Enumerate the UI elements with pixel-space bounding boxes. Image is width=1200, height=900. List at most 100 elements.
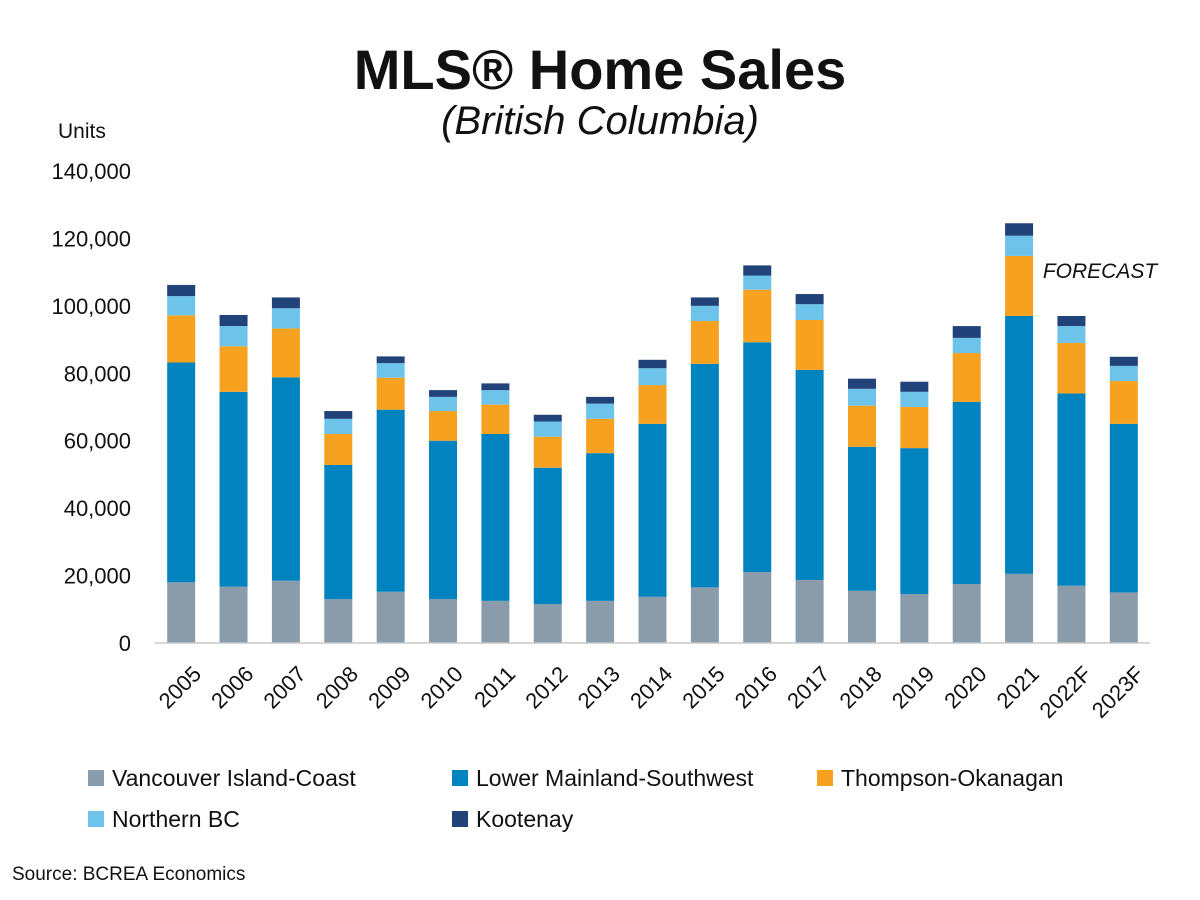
y-tick-label: 40,000: [64, 496, 131, 521]
bar-segment: [271, 328, 300, 378]
bar-segment: [1109, 356, 1138, 366]
y-axis-ticks: 0 20,000 40,000 60,000 80,000 100,000 120,000 1…: [51, 159, 131, 656]
x-tick-label: 2006: [206, 661, 258, 713]
bar-segment: [219, 326, 248, 347]
bar-segment: [533, 604, 562, 643]
bar-segment: [638, 359, 667, 369]
bar-segment: [900, 391, 929, 407]
bar-segment: [1005, 255, 1034, 316]
bar-segment: [900, 407, 929, 449]
bar-segment: [429, 396, 458, 412]
bar-segment: [1109, 423, 1138, 593]
x-tick-label: 2020: [939, 661, 991, 713]
bar-segment: [795, 304, 824, 321]
bar-segment: [481, 404, 510, 434]
bar-segment: [271, 308, 300, 329]
y-tick-label: 140,000: [51, 159, 131, 184]
bar-segment: [586, 418, 615, 454]
y-tick-label: 60,000: [64, 429, 131, 454]
bar-segment: [167, 582, 196, 643]
legend-label: Northern BC: [112, 806, 240, 832]
bar-segment: [1109, 381, 1138, 424]
bar-segment: [952, 401, 981, 584]
bar-segment: [952, 337, 981, 354]
bar-segment: [586, 453, 615, 601]
bar-segment: [743, 342, 772, 573]
bar-segment: [952, 353, 981, 402]
bar-segment: [429, 411, 458, 441]
bar-segment: [900, 448, 929, 595]
bar-segment: [324, 411, 353, 419]
bar-segment: [586, 403, 615, 419]
bar-segment: [638, 385, 667, 424]
x-tick-label: 2009: [363, 661, 415, 713]
bar-segment: [533, 467, 562, 605]
bar-segment: [952, 326, 981, 338]
bar-segment: [847, 446, 876, 591]
legend-item: Kootenay: [452, 806, 573, 832]
bar-segment: [847, 405, 876, 447]
bar-segment: [638, 423, 667, 597]
x-tick-label: 2018: [835, 661, 887, 713]
bars: [167, 223, 1138, 643]
bar-segment: [167, 284, 196, 297]
bar-segment: [847, 378, 876, 389]
x-tick-label: 2013: [573, 661, 625, 713]
bar-segment: [376, 591, 405, 643]
x-tick-label: 2022F: [1035, 661, 1097, 723]
bar-segment: [324, 433, 353, 465]
bar-segment: [324, 418, 353, 434]
y-tick-label: 20,000: [64, 564, 131, 589]
bar-segment: [1005, 573, 1034, 643]
bar-segment: [1005, 223, 1034, 236]
bar-segment: [1057, 315, 1086, 327]
bar-segment: [743, 275, 772, 290]
bar-segment: [219, 586, 248, 643]
legend-label: Lower Mainland-Southwest: [476, 765, 754, 791]
legend-swatch: [88, 770, 104, 786]
x-tick-label: 2019: [887, 661, 939, 713]
bar-segment: [1057, 342, 1086, 394]
bar-segment: [533, 436, 562, 468]
y-tick-label: 100,000: [51, 294, 131, 319]
x-tick-label: 2012: [520, 661, 572, 713]
x-tick-label: 2010: [416, 661, 468, 713]
bar-segment: [376, 377, 405, 410]
legend-label: Kootenay: [476, 806, 574, 832]
bar-segment: [429, 599, 458, 643]
bar-segment: [690, 305, 719, 322]
bar-segment: [586, 600, 615, 643]
bar-segment: [533, 414, 562, 422]
bar-segment: [219, 391, 248, 587]
bar-segment: [847, 388, 876, 406]
legend-item: Thompson-Okanagan: [817, 765, 1063, 791]
bar-segment: [638, 596, 667, 643]
x-axis-ticks: 2005 2006 2007 2008 2009 2010 2011 2012 2013 2014…: [154, 661, 1149, 723]
bar-segment: [271, 377, 300, 581]
y-tick-label: 120,000: [51, 226, 131, 251]
bar-segment: [1057, 585, 1086, 643]
legend-item: Lower Mainland-Southwest: [452, 765, 753, 791]
x-tick-label: 2007: [258, 661, 310, 713]
bar-segment: [1109, 592, 1138, 643]
bar-segment: [1005, 235, 1034, 256]
bar-segment: [219, 346, 248, 392]
bar-segment: [1057, 326, 1086, 343]
chart-subtitle: (British Columbia): [441, 99, 759, 143]
bar-segment: [1005, 315, 1034, 574]
bar-segment: [324, 599, 353, 643]
bar-segment: [1057, 393, 1086, 586]
bar-segment: [481, 390, 510, 405]
bar-segment: [429, 390, 458, 397]
bar-segment: [900, 594, 929, 643]
y-tick-label: 80,000: [64, 361, 131, 386]
x-tick-label: 2015: [677, 661, 729, 713]
legend-item: Vancouver Island-Coast: [88, 765, 356, 791]
bar-segment: [271, 297, 300, 309]
bar-segment: [743, 572, 772, 643]
bar-segment: [690, 363, 719, 588]
bar-segment: [952, 584, 981, 643]
bar-segment: [324, 464, 353, 600]
legend-label: Thompson-Okanagan: [841, 765, 1064, 791]
